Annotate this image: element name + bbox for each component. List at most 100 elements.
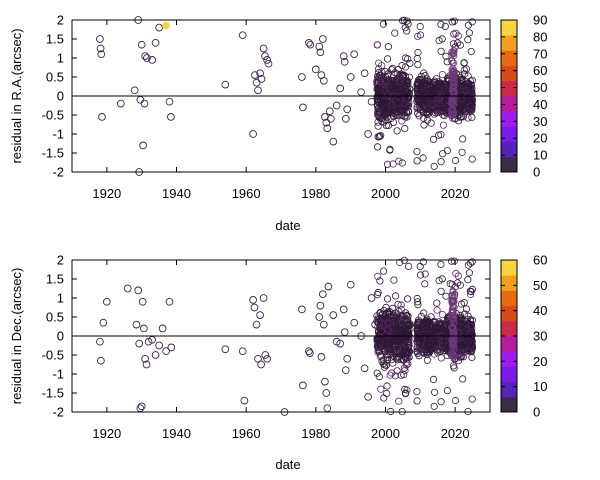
dense-point [468,113,476,122]
y-tick-label: -1.5 [42,386,64,401]
scatter-point [141,354,149,363]
x-tick-label: 2000 [371,426,400,441]
dense-point [405,73,413,81]
dense-point [395,157,403,165]
y-tick-label: -2 [52,165,64,180]
scatter-point [138,297,147,306]
scatter-point [142,360,151,369]
dense-point [391,292,400,300]
dense-point [418,345,426,353]
dense-point [464,80,472,88]
dense-point [384,43,392,51]
y-tick-label: -2 [52,405,64,420]
colorbar-segment [501,348,517,352]
dense-point [457,300,466,308]
scatter-point [340,57,349,66]
colorbar-segment [501,141,517,145]
scatter-point [96,35,104,43]
dense-point [417,72,425,81]
dense-point [426,345,435,353]
scatter-point [165,297,174,306]
colorbar-segment [501,368,517,372]
dense-point [449,362,458,370]
dense-point [373,77,381,86]
scatter-point [346,73,355,81]
y-tick-label: 1.5 [46,32,64,47]
dense-point [401,113,409,121]
dense-point [384,319,392,327]
dense-point [429,84,437,92]
dense-point [464,114,472,122]
dense-point [437,47,445,55]
colorbar-segment [501,47,517,51]
dense-point [416,262,424,271]
colorbar-segment [501,65,517,69]
colorbar-segment [501,371,517,375]
colorbar-segment [501,35,517,39]
dense-point [395,397,403,405]
scatter-point [257,360,265,369]
y-tick-label: 0.5 [46,310,64,325]
y-axis-ticks-ra: -2 -1.5 -1 -0.5 0 0.5 1 1.5 2 [42,13,490,180]
scatter-point [360,364,369,373]
scatter-point [263,354,271,363]
dense-point [373,41,381,49]
dense-point [449,67,457,75]
dense-point [435,36,443,45]
dense-point [436,103,444,111]
dense-point [393,344,401,352]
dense-point [462,305,470,313]
colorbar-segment [501,60,517,64]
dense-point [429,135,438,143]
dense-point [374,76,382,84]
scatter-point [317,353,326,361]
scatter-point [261,351,270,359]
dense-point [430,98,438,106]
colorbar-segment [501,277,517,281]
colorbar-segment [501,295,517,299]
dense-point [377,351,385,359]
scatter-points-dec [96,280,379,416]
scatter-point [221,345,230,354]
colorbar-tick-label: 0 [533,405,540,420]
scatter-point [299,103,307,112]
dense-point [468,155,476,163]
dense-point [413,105,421,113]
dense-point [378,310,387,318]
dense-point [468,258,476,266]
colorbar-segment [501,384,517,388]
colorbar-segment [501,85,517,89]
scatter-point [261,52,269,60]
dense-point [384,91,392,99]
dense-point [454,272,462,280]
dense-point [392,337,400,345]
colorbar-segment [501,63,517,66]
colorbar-segment [501,346,517,350]
colorbar-segment [501,356,517,360]
dense-point [459,135,467,143]
dense-point [433,83,441,91]
scatter-point [316,301,325,310]
scatter-point [254,354,262,363]
colorbar-segment [501,267,517,271]
scatter-point [97,356,105,365]
scatter-point [343,105,352,114]
dense-point [451,396,460,405]
colorbar-tick-label: 20 [533,354,547,369]
scatter-point [329,137,338,146]
dense-point [402,81,411,89]
dense-point [459,113,467,121]
scatter-point [130,86,139,95]
dense-point [376,277,384,285]
scatter-point [298,73,306,81]
dense-point [450,319,458,327]
colorbar-tick-label: 30 [533,329,547,344]
colorbar-segment [501,88,517,92]
scatter-point [336,84,345,93]
dense-point [404,333,412,342]
scatter-point [306,349,314,357]
scatter-point [339,52,348,60]
dense-point [413,397,421,405]
dense-point [401,63,410,71]
x-axis-ticks-ra: 1920 1940 1960 1980 2000 2020 [92,20,470,201]
